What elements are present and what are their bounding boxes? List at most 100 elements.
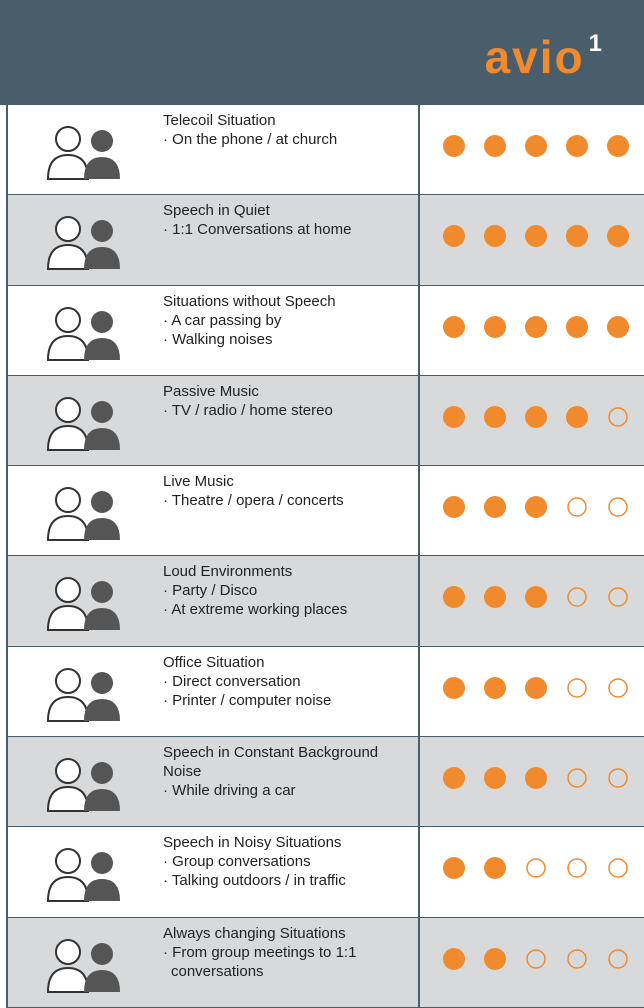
icon-head (91, 220, 113, 243)
rating-dots (443, 405, 628, 428)
dot-empty (608, 678, 628, 698)
dot-empty (526, 858, 546, 879)
rating-dots (443, 857, 628, 880)
divider (418, 556, 420, 646)
row-text: Live Music · Theatre / opera / concerts (163, 472, 403, 510)
row-bullet: · While driving a car (163, 782, 296, 800)
row: Situations without Speech · A car passing… (8, 285, 644, 376)
row-bullet: · 1:1 Conversations at home (163, 221, 352, 239)
row-text: Loud Environments · Party / Disco · At ext… (163, 562, 403, 619)
dot-filled (484, 135, 506, 157)
row: Speech in Constant Background Noise · Whi… (8, 737, 644, 828)
row: Passive Music · TV / radio / home stereo (8, 375, 644, 467)
dot-filled (607, 315, 629, 338)
dot-filled (443, 496, 465, 519)
icon-head (55, 938, 81, 965)
dot-empty (567, 768, 587, 788)
divider (418, 827, 420, 917)
divider (418, 285, 420, 375)
dot-filled (566, 315, 588, 338)
dot-empty (608, 587, 628, 608)
icon-body (46, 876, 90, 903)
dot-filled (525, 315, 547, 338)
logo-sup: 1 (588, 29, 604, 57)
dot-empty (608, 948, 628, 969)
divider (418, 195, 420, 285)
rating-dots (443, 225, 629, 248)
dot-empty (567, 948, 587, 969)
icon-head (91, 942, 113, 965)
icon-body (84, 608, 120, 631)
header: avio 1 (0, 0, 644, 105)
row-bullet: · Direct conversation (163, 672, 301, 690)
icon-body (84, 698, 120, 721)
icon-body (46, 786, 90, 813)
icon-body (84, 247, 120, 270)
row-bullet: · From group meetings to 1:1 conversatio… (163, 943, 357, 980)
dot-filled (443, 315, 465, 338)
divider (418, 646, 420, 737)
icon-body (84, 337, 120, 360)
icon-body (46, 244, 90, 271)
dot-empty (567, 858, 587, 879)
icon-body (46, 153, 90, 180)
icon-body (84, 157, 120, 179)
divider (418, 375, 420, 466)
divider (418, 466, 420, 556)
dot-filled (484, 315, 506, 338)
icon (46, 848, 120, 903)
dot-filled (443, 225, 465, 248)
dot-empty (567, 497, 587, 517)
icon-head (91, 762, 113, 785)
row: Live Music · Theatre / opera / concerts (8, 466, 644, 557)
dot-filled (443, 405, 465, 428)
dot-empty (526, 948, 546, 969)
row-bullet: · Group conversations (163, 853, 311, 871)
icon-body (46, 515, 90, 542)
rating-dots (443, 947, 628, 970)
dot-filled (566, 225, 588, 248)
icon (46, 396, 120, 451)
row-title: Office Situation (163, 653, 265, 671)
row-bullet: · On the phone / at church (163, 131, 338, 148)
row-text: Always changing Situations · From group m… (163, 924, 403, 981)
dot-empty (608, 858, 628, 879)
icon (46, 216, 120, 271)
row-bullet: · Walking noises (163, 330, 273, 348)
dot-filled (525, 676, 547, 699)
row: Loud Environments · Party / Disco · At ext… (8, 556, 644, 647)
icon (46, 667, 120, 722)
dot-filled (443, 767, 465, 790)
icon-body (84, 789, 120, 812)
logo-text: avio (484, 31, 585, 83)
row-text: Passive Music · TV / radio / home stereo (163, 382, 403, 420)
dot-empty (608, 407, 628, 427)
row: Telecoil Situation · On the phone / at ch… (8, 105, 644, 196)
row-title: Always changing Situations (163, 924, 346, 942)
icon (46, 126, 120, 180)
icon (46, 306, 120, 361)
icon-head (91, 581, 113, 604)
icon (46, 487, 120, 542)
row-title: Passive Music (163, 382, 259, 400)
icon-head (91, 671, 113, 694)
dot-filled (484, 496, 506, 519)
dot-filled (443, 135, 465, 157)
icon (46, 938, 120, 993)
row-text: Speech in Quiet · 1:1 Conversations at ho… (163, 201, 403, 239)
rating-dots (443, 496, 628, 519)
row-bullet: · Theatre / opera / concerts (163, 492, 344, 510)
row: Office Situation · Direct conversation · P… (8, 646, 644, 738)
icon-body (46, 966, 90, 993)
row-title: Telecoil Situation (163, 112, 276, 129)
divider (418, 105, 420, 195)
icon-body (84, 427, 120, 450)
dot-filled (484, 405, 506, 428)
icon-head (91, 130, 113, 152)
row-text: Office Situation · Direct conversation · P… (163, 653, 403, 710)
icon-body (84, 518, 120, 541)
divider (418, 917, 420, 1007)
row-title: Speech in Quiet (163, 202, 270, 220)
dot-empty (567, 587, 587, 608)
row-title: Speech in Constant Background Noise (163, 744, 379, 781)
